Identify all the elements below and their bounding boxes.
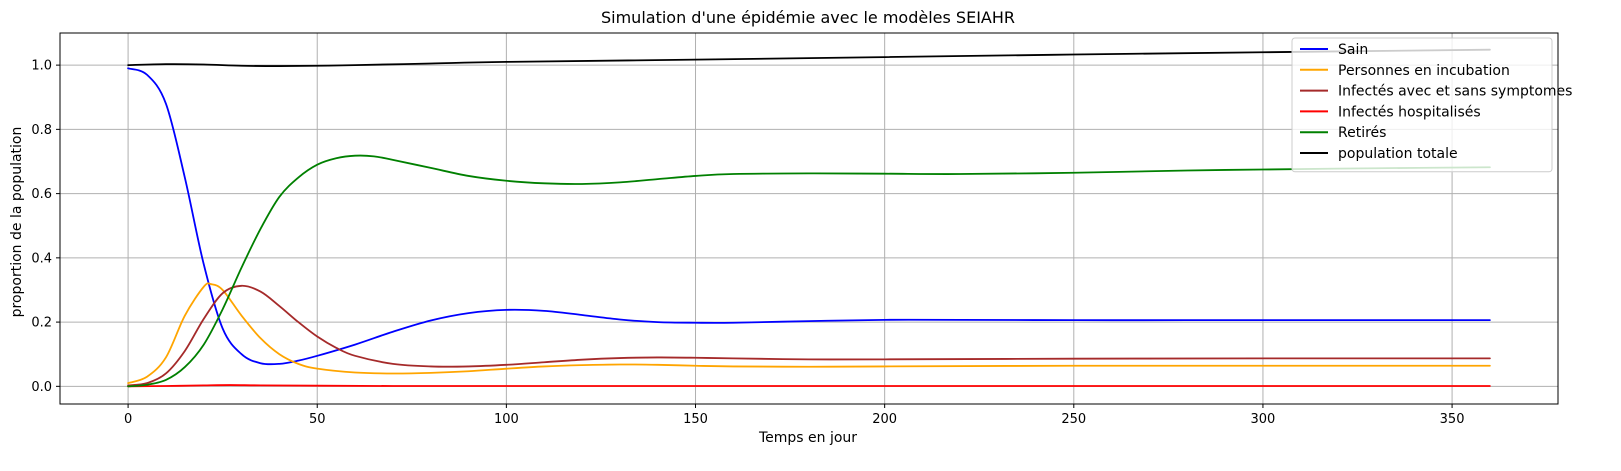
series-lines bbox=[127, 48, 1491, 388]
y-axis-label: proportion de la population bbox=[9, 127, 25, 318]
series-line-4 bbox=[127, 154, 1491, 388]
legend-label: Infectés avec et sans symptomes bbox=[1338, 84, 1572, 100]
series-line-3 bbox=[127, 384, 1491, 388]
plot-frame bbox=[59, 32, 1559, 405]
x-tick-label: 150 bbox=[683, 412, 708, 427]
x-tick-label: 300 bbox=[1251, 412, 1276, 427]
series-line-2 bbox=[127, 284, 1491, 387]
x-tick-label: 100 bbox=[494, 412, 519, 427]
axis-ticks: 0 50 100 150 200 250 300 350 0.0 0.2 0.4 0.6 0.8 1.0 bbox=[31, 59, 1464, 427]
legend-label: Sain bbox=[1338, 42, 1368, 58]
y-tick-label: 0.2 bbox=[31, 316, 52, 331]
legend: Sain Personnes en incubation Infectés avec… bbox=[1291, 37, 1572, 173]
x-tick-label: 350 bbox=[1440, 412, 1465, 427]
legend-label: Personnes en incubation bbox=[1338, 63, 1510, 79]
x-tick-label: 200 bbox=[872, 412, 897, 427]
chart-title: Simulation d'une épidémie avec le modèle… bbox=[601, 8, 1015, 27]
legend-label: Infectés hospitalisés bbox=[1338, 104, 1481, 120]
series-line-5 bbox=[127, 48, 1491, 67]
x-axis-label: Temps en jour bbox=[758, 430, 857, 446]
y-tick-label: 0.0 bbox=[31, 380, 52, 395]
x-tick-label: 250 bbox=[1061, 412, 1086, 427]
y-tick-label: 1.0 bbox=[31, 59, 52, 74]
series-line-0 bbox=[127, 67, 1491, 366]
x-tick-label: 0 bbox=[124, 412, 132, 427]
x-tick-label: 50 bbox=[309, 412, 326, 427]
legend-label: population totale bbox=[1338, 146, 1458, 162]
legend-box bbox=[1291, 37, 1553, 173]
y-tick-label: 0.8 bbox=[31, 123, 52, 138]
series-line-1 bbox=[127, 282, 1491, 385]
y-tick-label: 0.4 bbox=[31, 251, 52, 266]
y-tick-label: 0.6 bbox=[31, 187, 52, 202]
legend-label: Retirés bbox=[1338, 125, 1386, 141]
